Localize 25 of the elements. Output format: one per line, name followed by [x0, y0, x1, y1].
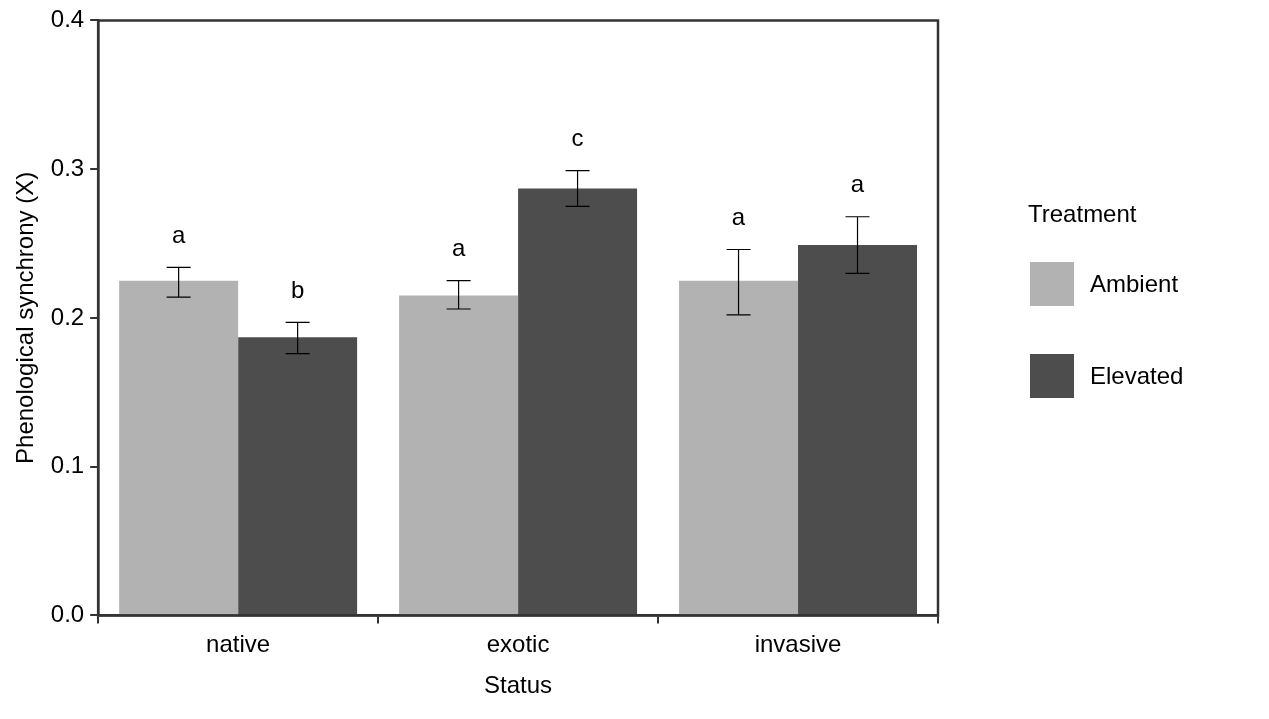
bar [238, 337, 358, 615]
legend-label: Elevated [1090, 362, 1184, 390]
y-tick-label: 0.3 [50, 153, 85, 181]
bar [798, 245, 917, 615]
bar [518, 188, 638, 615]
annotation: c [571, 124, 584, 152]
x-tick-label: native [206, 630, 271, 658]
y-tick-label: 0.4 [50, 5, 85, 33]
y-axis-title: Phenological synchrony (X) [11, 171, 39, 464]
x-tick-label: exotic [486, 630, 550, 658]
annotation: a [451, 234, 466, 262]
bar [119, 280, 239, 615]
y-tick-label: 0.2 [50, 302, 85, 330]
annotation: a [731, 203, 746, 231]
bar [399, 295, 519, 615]
y-tick-label: 0.1 [50, 451, 85, 479]
x-tick-label: invasive [754, 630, 842, 658]
legend-title: Treatment [1028, 200, 1138, 228]
annotation: b [290, 275, 305, 303]
x-axis-title: Status [484, 671, 553, 699]
bar [679, 280, 799, 615]
legend-label: Ambient [1090, 270, 1179, 298]
annotation: a [850, 170, 865, 198]
annotation: a [171, 220, 186, 248]
y-tick-label: 0.0 [50, 600, 85, 628]
